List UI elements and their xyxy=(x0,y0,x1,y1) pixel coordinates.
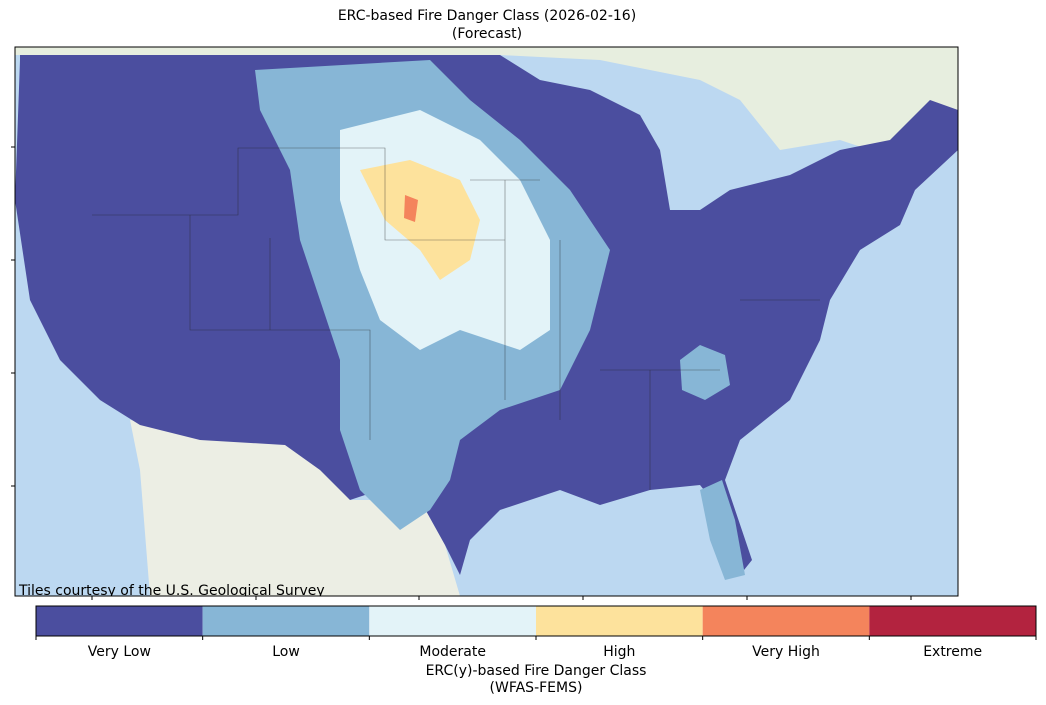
map-title: ERC-based Fire Danger Class (2026-02-16) xyxy=(338,8,636,24)
colorbar: Very Low Low Moderate High Very High Extreme xyxy=(35,605,1037,660)
canada xyxy=(15,47,958,160)
attribution: Tiles courtesy of the U.S. Geological Su… xyxy=(18,583,325,599)
colorbar-segment xyxy=(536,606,703,636)
map-ticks xyxy=(11,146,912,600)
low-region xyxy=(680,345,730,400)
mexico xyxy=(130,420,460,596)
colorbar-label: ERC(y)-based Fire Danger Class xyxy=(426,663,647,679)
colorbar-segment xyxy=(869,606,1036,636)
colorbar-tick-label: Very Low xyxy=(88,644,151,660)
map-subtitle: (Forecast) xyxy=(452,26,522,42)
colorbar-segment xyxy=(369,606,536,636)
colorbar-tick-label: Low xyxy=(272,644,300,660)
colorbar-tick-label: Moderate xyxy=(419,644,486,660)
map-frame xyxy=(14,46,959,597)
map-area: Tiles courtesy of the U.S. Geological Su… xyxy=(15,47,958,599)
colorbar-sublabel: (WFAS-FEMS) xyxy=(490,680,583,696)
state-borders xyxy=(92,147,820,490)
very-high-region xyxy=(404,195,418,222)
colorbar-segment xyxy=(702,606,870,636)
colorbar-tick-label: High xyxy=(603,644,635,660)
high-region xyxy=(360,160,480,280)
colorbar-segment xyxy=(202,606,370,636)
colorbar-tick-label: Extreme xyxy=(923,644,982,660)
colorbar-segment xyxy=(36,606,203,636)
colorbar-frame xyxy=(35,605,1037,637)
low-region xyxy=(700,480,745,580)
colorbar-tick-label: Very High xyxy=(752,644,820,660)
